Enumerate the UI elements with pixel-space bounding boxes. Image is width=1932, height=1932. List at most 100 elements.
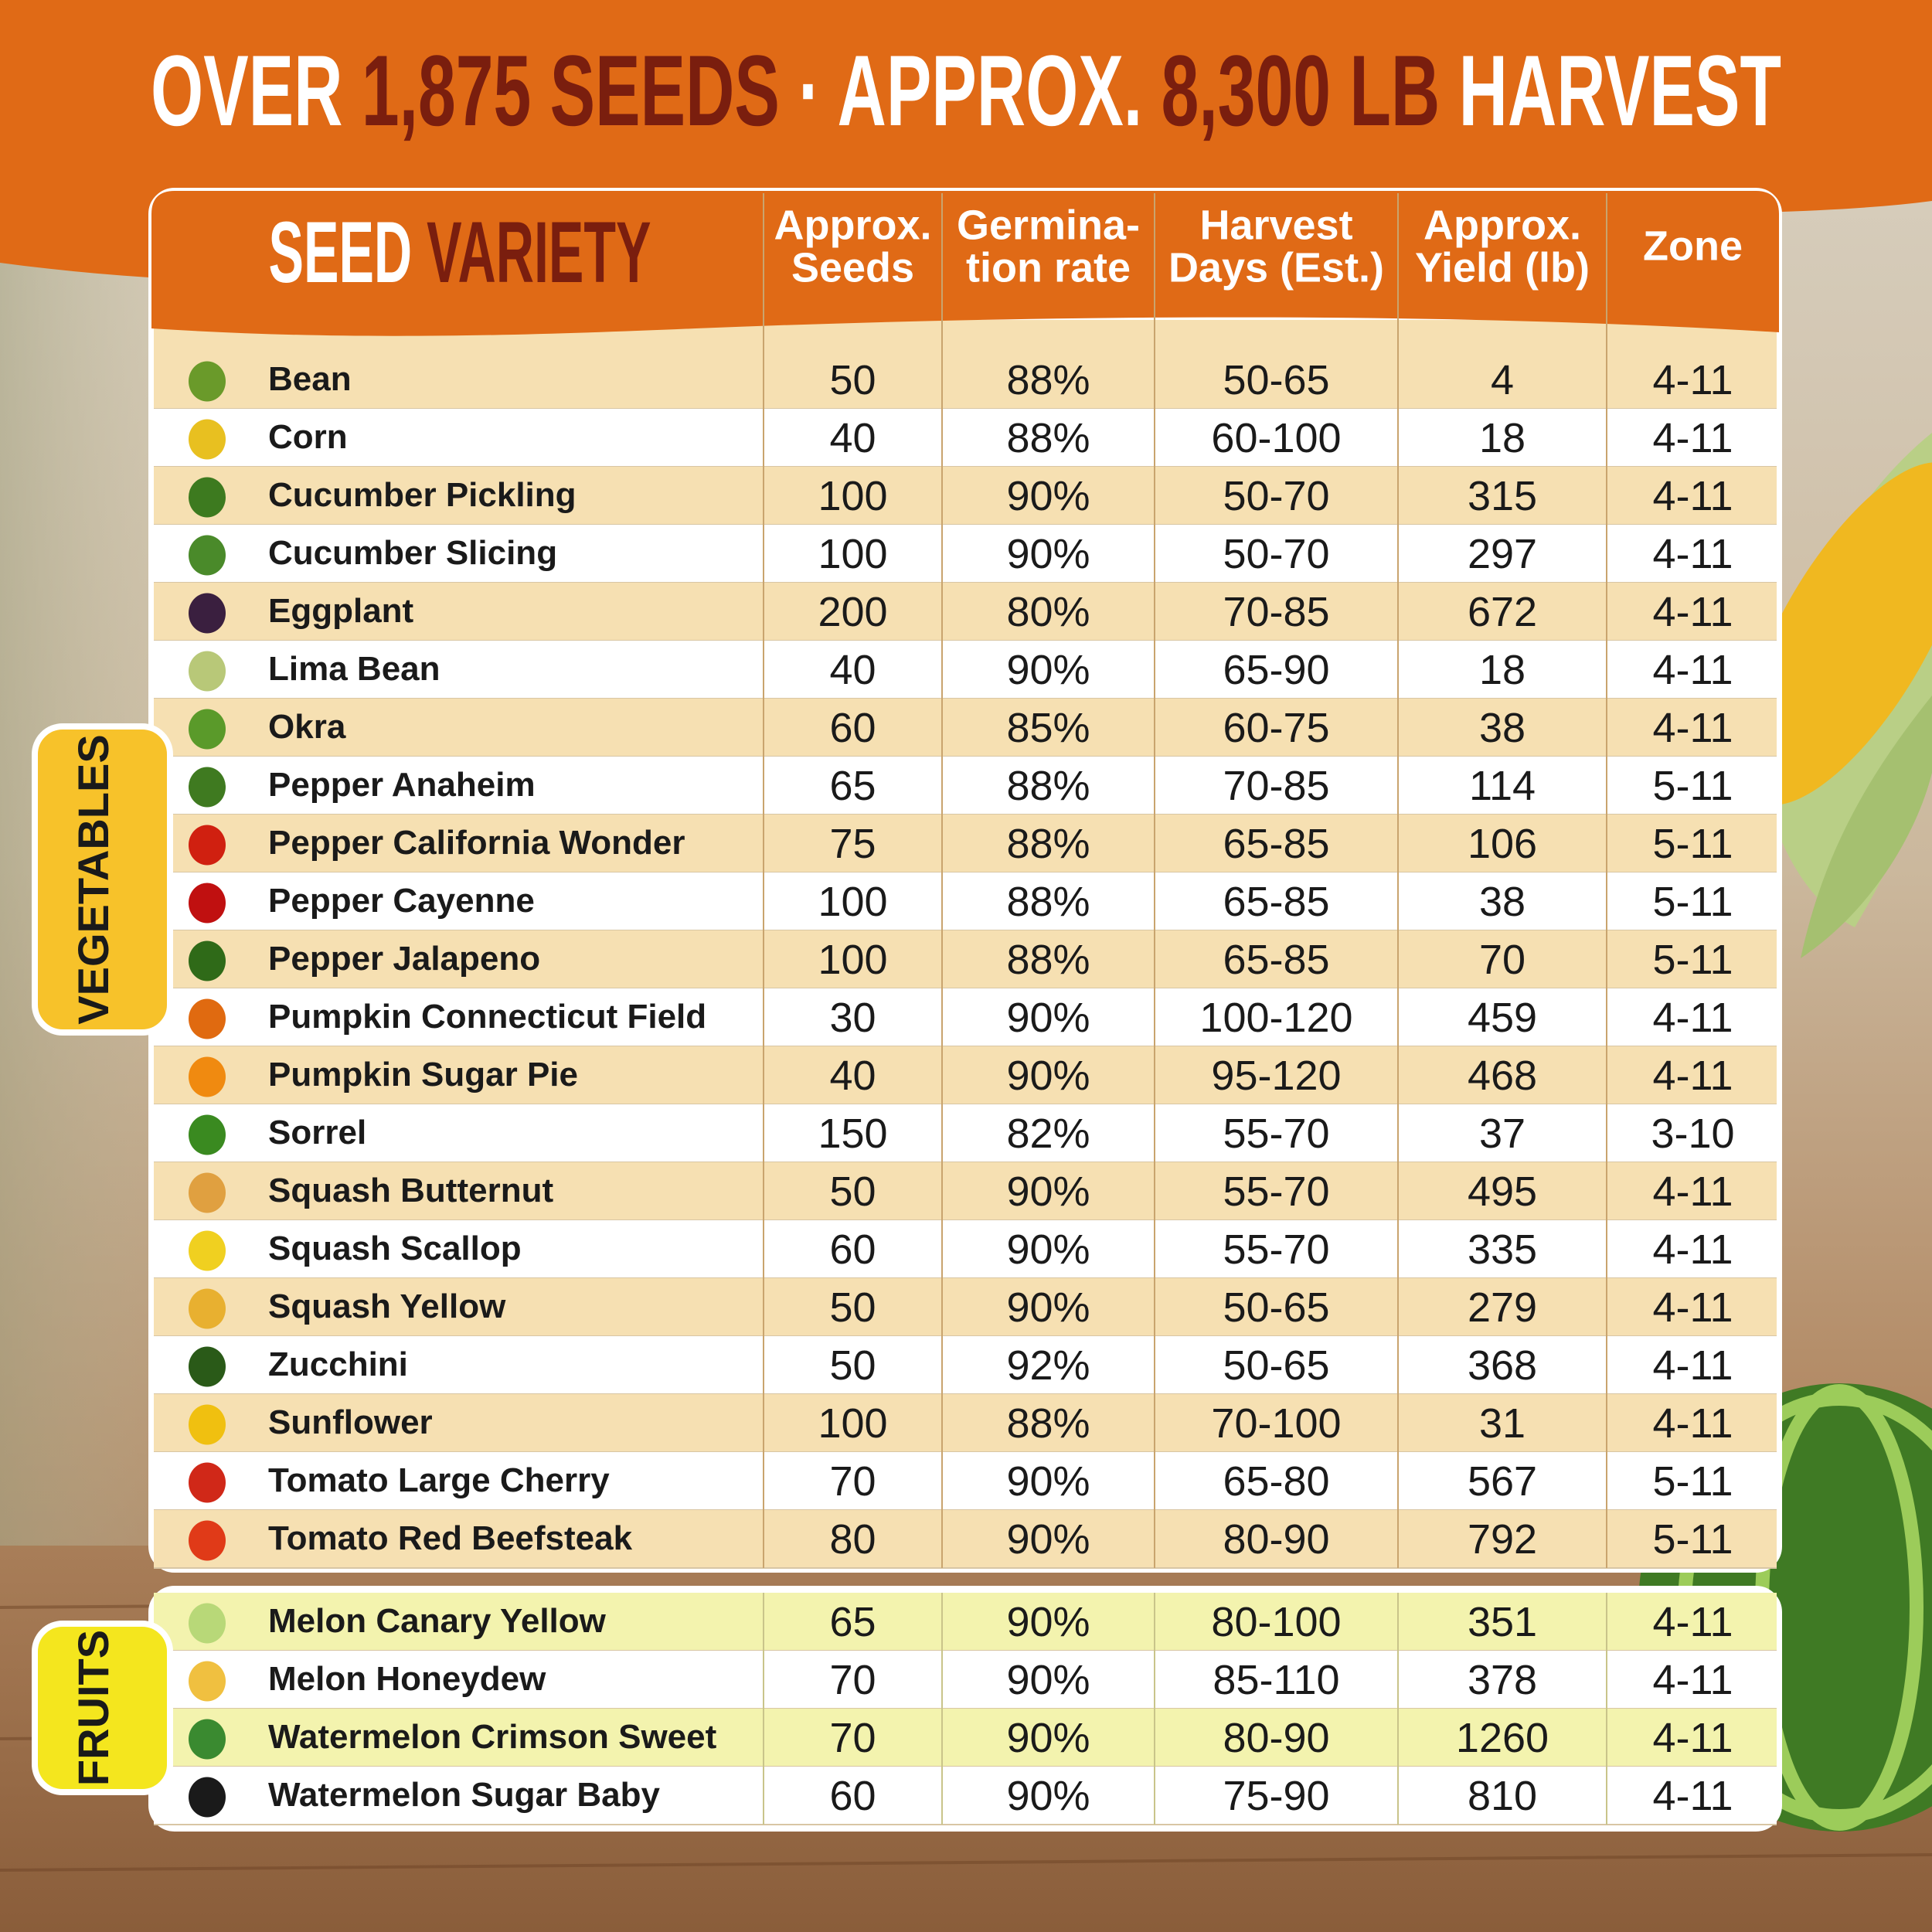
cell-value: 4-11 [1652,995,1733,1041]
variety-name: Pumpkin Sugar Pie [268,1056,578,1094]
row-icon [189,1114,226,1155]
cell-value: 85% [1006,705,1090,751]
cell-value: 88% [1006,937,1090,983]
table-rows: Bean 50 88% 50-65 4 4-11 Corn 40 88% 60-100 18 4-11… [154,320,1777,1825]
table-row [154,467,1777,525]
row-icon [189,1462,226,1503]
cell-value: 70 [829,1458,876,1505]
table-row [154,525,1777,583]
cell-value: 106 [1468,821,1537,867]
row-icon [189,1719,226,1760]
cell-value: 4-11 [1652,1599,1733,1645]
cell-value: 65-80 [1223,1458,1329,1505]
row-icon [189,709,226,750]
table-row [154,988,1777,1046]
cell-value: 65-85 [1223,937,1329,983]
variety-name: Pepper Anaheim [268,766,536,804]
vegetables-tab-label: VEGETABLES [69,734,117,1024]
table-row [154,815,1777,872]
column-header: Zone [1643,223,1743,269]
cell-value: 810 [1468,1773,1537,1819]
cell-value: 70-85 [1223,589,1329,635]
cell-value: 88% [1006,879,1090,925]
variety-name: Okra [268,708,346,746]
cell-value: 82% [1006,1111,1090,1157]
title-part: HARVEST [1459,34,1781,147]
variety-name: Squash Yellow [268,1287,506,1325]
variety-name: Melon Honeydew [268,1660,546,1698]
variety-name: Lima Bean [268,650,440,688]
cell-value: 5-11 [1652,1458,1733,1505]
title-part: 1,875 SEEDS [362,34,780,147]
cell-value: 90% [1006,1516,1090,1563]
cell-value: 95-120 [1211,1053,1341,1099]
cell-value: 567 [1468,1458,1537,1505]
cell-value: 37 [1479,1111,1526,1157]
cell-value: 88% [1006,357,1090,403]
cell-value: 4 [1491,357,1514,403]
cell-value: 792 [1468,1516,1537,1563]
variety-name: Watermelon Crimson Sweet [268,1718,717,1756]
cell-value: 70 [829,1657,876,1703]
cell-value: 4-11 [1652,1400,1733,1447]
cell-value: 4-11 [1652,1053,1733,1099]
cell-value: 4-11 [1652,1342,1733,1389]
column-header: Seeds [791,244,914,291]
cell-value: 70 [1479,937,1526,983]
row-icon [189,1520,226,1561]
variety-name: Sorrel [268,1114,366,1151]
cell-value: 40 [829,415,876,461]
cell-value: 90% [1006,1715,1090,1761]
row-icon [189,593,226,634]
cell-value: 65-90 [1223,647,1329,693]
table-row [154,699,1777,757]
cell-value: 50-65 [1223,357,1329,403]
row-icon [189,1172,226,1213]
title-part: APPROX. [838,34,1143,147]
cell-value: 5-11 [1652,821,1733,867]
table-row [154,409,1777,467]
variety-name: Corn [268,418,348,456]
cell-value: 55-70 [1223,1168,1329,1215]
column-header: Germina- [957,202,1140,248]
cell-value: 100 [818,937,887,983]
cell-value: 18 [1479,647,1526,693]
column-header: tion rate [966,244,1131,291]
cell-value: 114 [1469,763,1536,809]
table-row [154,1220,1777,1278]
cell-value: 55-70 [1223,1111,1329,1157]
cell-value: 5-11 [1652,1516,1733,1563]
table-row [154,1709,1777,1767]
cell-value: 315 [1468,473,1537,519]
variety-name: Tomato Large Cherry [268,1461,610,1499]
cell-value: 60 [829,1773,876,1819]
cell-value: 90% [1006,1773,1090,1819]
variety-name: Squash Butternut [268,1172,553,1209]
table-row [154,1394,1777,1452]
row-icon [189,419,226,460]
cell-value: 92% [1006,1342,1090,1389]
row-icon [189,1404,226,1445]
column-header: Days (Est.) [1168,244,1384,291]
cell-value: 100 [818,879,887,925]
table-row [154,1452,1777,1510]
cell-value: 5-11 [1652,937,1733,983]
row-icon [189,825,226,866]
row-icon [189,883,226,923]
row-icon [189,1603,226,1644]
variety-name: Pepper Jalapeno [268,940,540,978]
cell-value: 5-11 [1652,879,1733,925]
cell-value: 90% [1006,647,1090,693]
row-icon [189,1288,226,1329]
cell-value: 4-11 [1652,1284,1733,1331]
vegetables-tab [32,723,173,1036]
cell-value: 90% [1006,1226,1090,1273]
cell-value: 60-75 [1223,705,1329,751]
cell-value: 468 [1468,1053,1537,1099]
table-row [154,1104,1777,1162]
row-icon [189,1346,226,1387]
column-dividers [763,193,1607,1825]
cell-value: 80-90 [1223,1516,1329,1563]
cell-value: 297 [1468,531,1537,577]
